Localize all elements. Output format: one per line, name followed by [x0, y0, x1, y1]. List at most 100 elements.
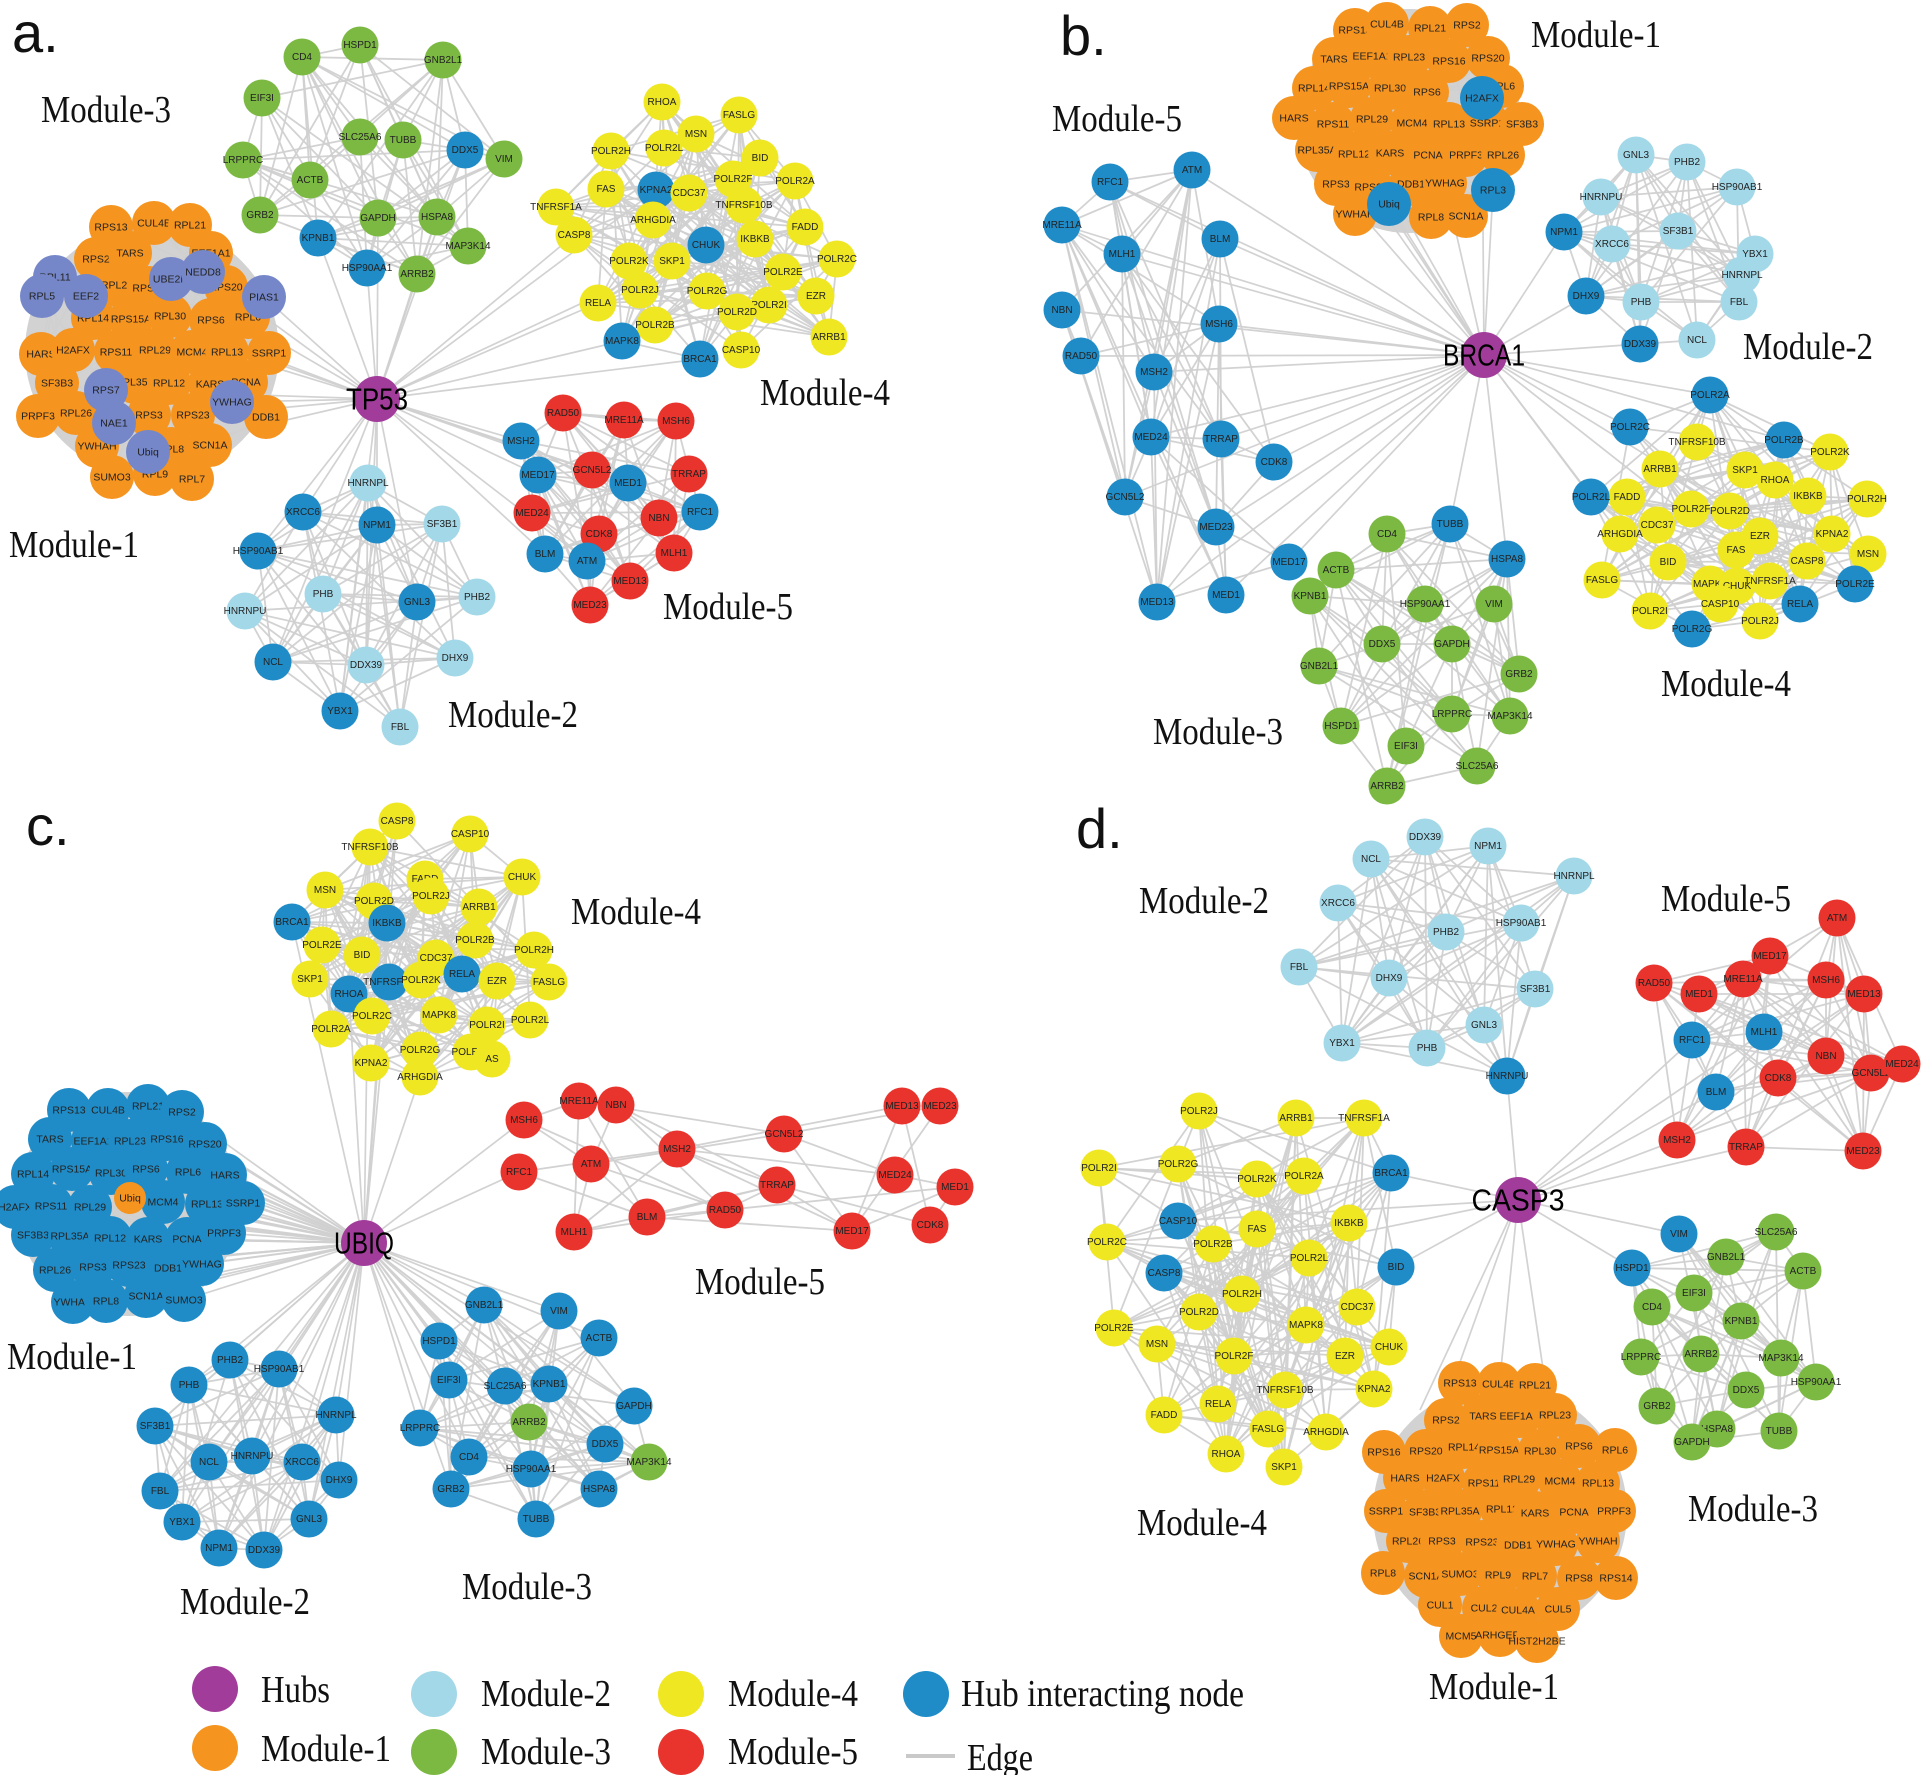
svg-text:MSH2: MSH2 — [1140, 367, 1168, 378]
svg-text:Module-3: Module-3 — [462, 1566, 592, 1608]
svg-text:FADD: FADD — [1614, 492, 1641, 503]
svg-text:c.: c. — [26, 794, 70, 857]
svg-text:FASLG: FASLG — [1252, 1424, 1284, 1435]
svg-text:POLR2H: POLR2H — [591, 146, 631, 157]
svg-text:KPNB1: KPNB1 — [533, 1379, 566, 1390]
svg-text:CHUK: CHUK — [692, 240, 721, 251]
svg-text:FASLG: FASLG — [1586, 575, 1618, 586]
svg-text:YBX1: YBX1 — [1329, 1038, 1355, 1049]
svg-text:CASP8: CASP8 — [1148, 1268, 1181, 1279]
svg-text:ARHGDIA: ARHGDIA — [1303, 1427, 1349, 1438]
svg-text:RPL30: RPL30 — [95, 1167, 127, 1179]
svg-text:MED23: MED23 — [923, 1101, 957, 1112]
svg-text:BRCA1: BRCA1 — [1374, 1168, 1408, 1179]
svg-text:HSPD1: HSPD1 — [343, 40, 377, 51]
svg-text:RPL21: RPL21 — [174, 219, 206, 231]
svg-text:RPL8: RPL8 — [1418, 211, 1444, 223]
svg-text:Module-5: Module-5 — [1661, 878, 1791, 920]
svg-text:Module-5: Module-5 — [1052, 98, 1182, 140]
svg-text:NPM1: NPM1 — [363, 520, 391, 531]
svg-text:MED23: MED23 — [1199, 522, 1233, 533]
svg-text:DHX9: DHX9 — [326, 1475, 353, 1486]
svg-text:MAP3K14: MAP3K14 — [1758, 1353, 1803, 1364]
svg-text:POLR2K: POLR2K — [609, 256, 649, 267]
svg-text:MSH2: MSH2 — [663, 1144, 691, 1155]
svg-text:NCL: NCL — [263, 657, 283, 668]
svg-text:KPNA2: KPNA2 — [1358, 1384, 1391, 1395]
svg-text:POLR2I: POLR2I — [1632, 606, 1668, 617]
svg-text:Edge: Edge — [967, 1737, 1033, 1775]
svg-text:CD4: CD4 — [292, 52, 312, 63]
svg-text:RPL14: RPL14 — [1298, 82, 1330, 94]
svg-text:Module-2: Module-2 — [180, 1581, 310, 1623]
svg-text:RPL35A: RPL35A — [1297, 144, 1336, 156]
svg-text:POLR2A: POLR2A — [1284, 1171, 1324, 1182]
svg-text:YWHAG: YWHAG — [182, 1258, 222, 1270]
svg-text:RPL23: RPL23 — [1393, 51, 1425, 63]
svg-text:PHB: PHB — [179, 1380, 200, 1391]
svg-text:DDX39: DDX39 — [248, 1545, 281, 1556]
svg-text:CUL4B: CUL4B — [137, 217, 171, 229]
svg-text:HSPD1: HSPD1 — [1324, 721, 1358, 732]
svg-text:ARRB1: ARRB1 — [1279, 1113, 1313, 1124]
svg-text:ATM: ATM — [1827, 913, 1847, 924]
svg-text:MCM5: MCM5 — [1446, 1630, 1477, 1642]
svg-text:NBN: NBN — [648, 513, 669, 524]
svg-text:YWHAG: YWHAG — [212, 396, 252, 408]
svg-text:POLR2J: POLR2J — [1741, 616, 1779, 627]
svg-text:RPS2: RPS2 — [1432, 1414, 1460, 1426]
svg-text:RPL30: RPL30 — [1374, 82, 1406, 94]
svg-text:RPL29: RPL29 — [74, 1201, 106, 1213]
svg-text:BID: BID — [1388, 1262, 1405, 1273]
svg-text:GAPDH: GAPDH — [1434, 639, 1470, 650]
svg-text:POLR2J: POLR2J — [1180, 1106, 1218, 1117]
svg-text:SKP1: SKP1 — [1732, 465, 1758, 476]
svg-text:RPL26: RPL26 — [39, 1264, 71, 1276]
svg-text:RPS3: RPS3 — [79, 1261, 107, 1273]
svg-text:POLR2I: POLR2I — [751, 300, 787, 311]
svg-text:RPS23: RPS23 — [1465, 1536, 1498, 1548]
svg-text:BID: BID — [354, 950, 371, 961]
svg-text:TARS: TARS — [1320, 53, 1347, 65]
svg-text:HSPD1: HSPD1 — [1615, 1263, 1649, 1274]
svg-text:FASLG: FASLG — [533, 977, 565, 988]
svg-text:CASP8: CASP8 — [558, 230, 591, 241]
svg-text:Module-3: Module-3 — [1153, 711, 1283, 753]
svg-text:SF3B3: SF3B3 — [17, 1229, 49, 1241]
svg-text:SF3B3: SF3B3 — [1506, 118, 1538, 130]
svg-text:MSH2: MSH2 — [507, 436, 535, 447]
svg-text:TNFRSF10B: TNFRSF10B — [1256, 1385, 1314, 1396]
svg-text:CD4: CD4 — [459, 1452, 479, 1463]
svg-text:SUMO3: SUMO3 — [93, 471, 131, 483]
svg-text:RPL6: RPL6 — [1602, 1444, 1628, 1456]
svg-text:RAD50: RAD50 — [1638, 978, 1671, 989]
svg-text:RPS3: RPS3 — [1428, 1535, 1456, 1547]
svg-text:RPS16: RPS16 — [150, 1133, 183, 1145]
svg-text:RPS20: RPS20 — [188, 1138, 221, 1150]
svg-text:CASP10: CASP10 — [1159, 1216, 1198, 1227]
svg-text:POLR2L: POLR2L — [511, 1015, 550, 1026]
svg-text:TUBB: TUBB — [390, 135, 417, 146]
svg-text:FBL: FBL — [151, 1486, 170, 1497]
svg-text:POLR2C: POLR2C — [817, 254, 857, 265]
svg-text:HSPD1: HSPD1 — [422, 1336, 456, 1347]
svg-text:d.: d. — [1076, 797, 1123, 860]
svg-text:KPNB1: KPNB1 — [302, 233, 335, 244]
svg-text:BID: BID — [1660, 557, 1677, 568]
svg-text:AS: AS — [485, 1054, 499, 1065]
svg-text:POLR2E: POLR2E — [1835, 579, 1875, 590]
svg-text:GNB2L1: GNB2L1 — [1707, 1252, 1746, 1263]
svg-text:HNRNPL: HNRNPL — [1553, 871, 1595, 882]
svg-text:Hubs: Hubs — [261, 1669, 330, 1711]
svg-text:POLR2D: POLR2D — [1179, 1307, 1219, 1318]
svg-text:ACTB: ACTB — [586, 1333, 613, 1344]
svg-text:PHB2: PHB2 — [1433, 927, 1460, 938]
svg-text:FAS: FAS — [1727, 545, 1746, 556]
svg-text:ARRB1: ARRB1 — [812, 332, 846, 343]
svg-text:EEF1A1: EEF1A1 — [73, 1135, 112, 1147]
svg-text:IKBKB: IKBKB — [372, 918, 402, 929]
svg-text:ARRB2: ARRB2 — [512, 1417, 546, 1428]
svg-text:HSP90AA1: HSP90AA1 — [506, 1464, 557, 1475]
svg-text:LRPPRC: LRPPRC — [400, 1423, 441, 1434]
svg-text:RPS2: RPS2 — [168, 1106, 196, 1118]
